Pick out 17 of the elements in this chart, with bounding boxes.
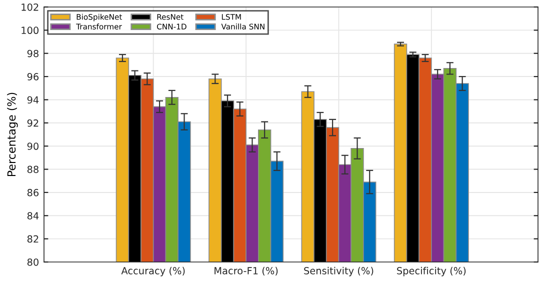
y-tick-label: 100 xyxy=(22,26,38,34)
y-tick-label: 102 xyxy=(22,3,38,11)
y-tick-label: 86 xyxy=(27,188,39,196)
y-tick-label: 94 xyxy=(27,96,39,104)
y-axis-title: Percentage (%) xyxy=(7,92,18,176)
x-tick-label: Macro-F1 (%) xyxy=(214,266,278,276)
y-tick-label: 90 xyxy=(27,142,38,150)
y-tick-label: 92 xyxy=(27,119,38,127)
x-tick-label: Accuracy (%) xyxy=(121,266,185,276)
y-tick-label: 98 xyxy=(27,50,38,58)
y-tick-label: 82 xyxy=(27,235,38,243)
x-tick-label: Specificity (%) xyxy=(397,266,466,276)
y-tick-label: 88 xyxy=(27,166,38,174)
y-tick-label: 96 xyxy=(27,73,39,80)
y-tick-label: 84 xyxy=(27,212,39,220)
x-tick-label: Sensitivity (%) xyxy=(304,266,374,276)
y-tick-label: 80 xyxy=(27,258,38,266)
